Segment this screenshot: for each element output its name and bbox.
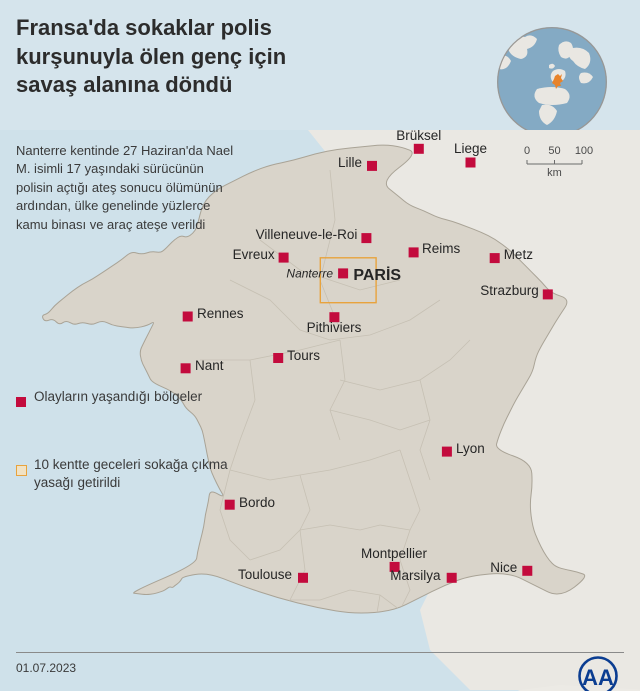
svg-text:Nice: Nice [490, 560, 517, 575]
svg-text:Lille: Lille [338, 155, 362, 170]
svg-text:Rennes: Rennes [197, 306, 244, 321]
svg-text:Nant: Nant [195, 358, 224, 373]
svg-text:AA: AA [582, 665, 614, 690]
svg-text:Liege: Liege [454, 141, 487, 156]
svg-text:PARİS: PARİS [353, 266, 401, 284]
svg-text:Toulouse: Toulouse [238, 567, 292, 582]
svg-text:Strazburg: Strazburg [480, 283, 539, 298]
svg-text:Lyon: Lyon [456, 441, 485, 456]
svg-text:Nanterre: Nanterre [286, 267, 333, 281]
svg-text:Bordo: Bordo [239, 495, 275, 510]
svg-text:Montpellier: Montpellier [361, 546, 428, 561]
svg-text:Tours: Tours [287, 348, 320, 363]
svg-text:Pithiviers: Pithiviers [307, 320, 362, 335]
svg-text:100: 100 [575, 145, 593, 157]
svg-text:Villeneuve-le-Roi: Villeneuve-le-Roi [256, 227, 358, 242]
svg-text:Metz: Metz [504, 247, 534, 262]
svg-text:Marsilya: Marsilya [390, 568, 441, 583]
svg-text:Evreux: Evreux [233, 247, 275, 262]
svg-text:Brüksel: Brüksel [396, 130, 441, 143]
svg-text:km: km [547, 167, 562, 179]
svg-text:0: 0 [524, 145, 530, 157]
svg-text:Reims: Reims [422, 241, 461, 256]
svg-text:50: 50 [548, 145, 560, 157]
